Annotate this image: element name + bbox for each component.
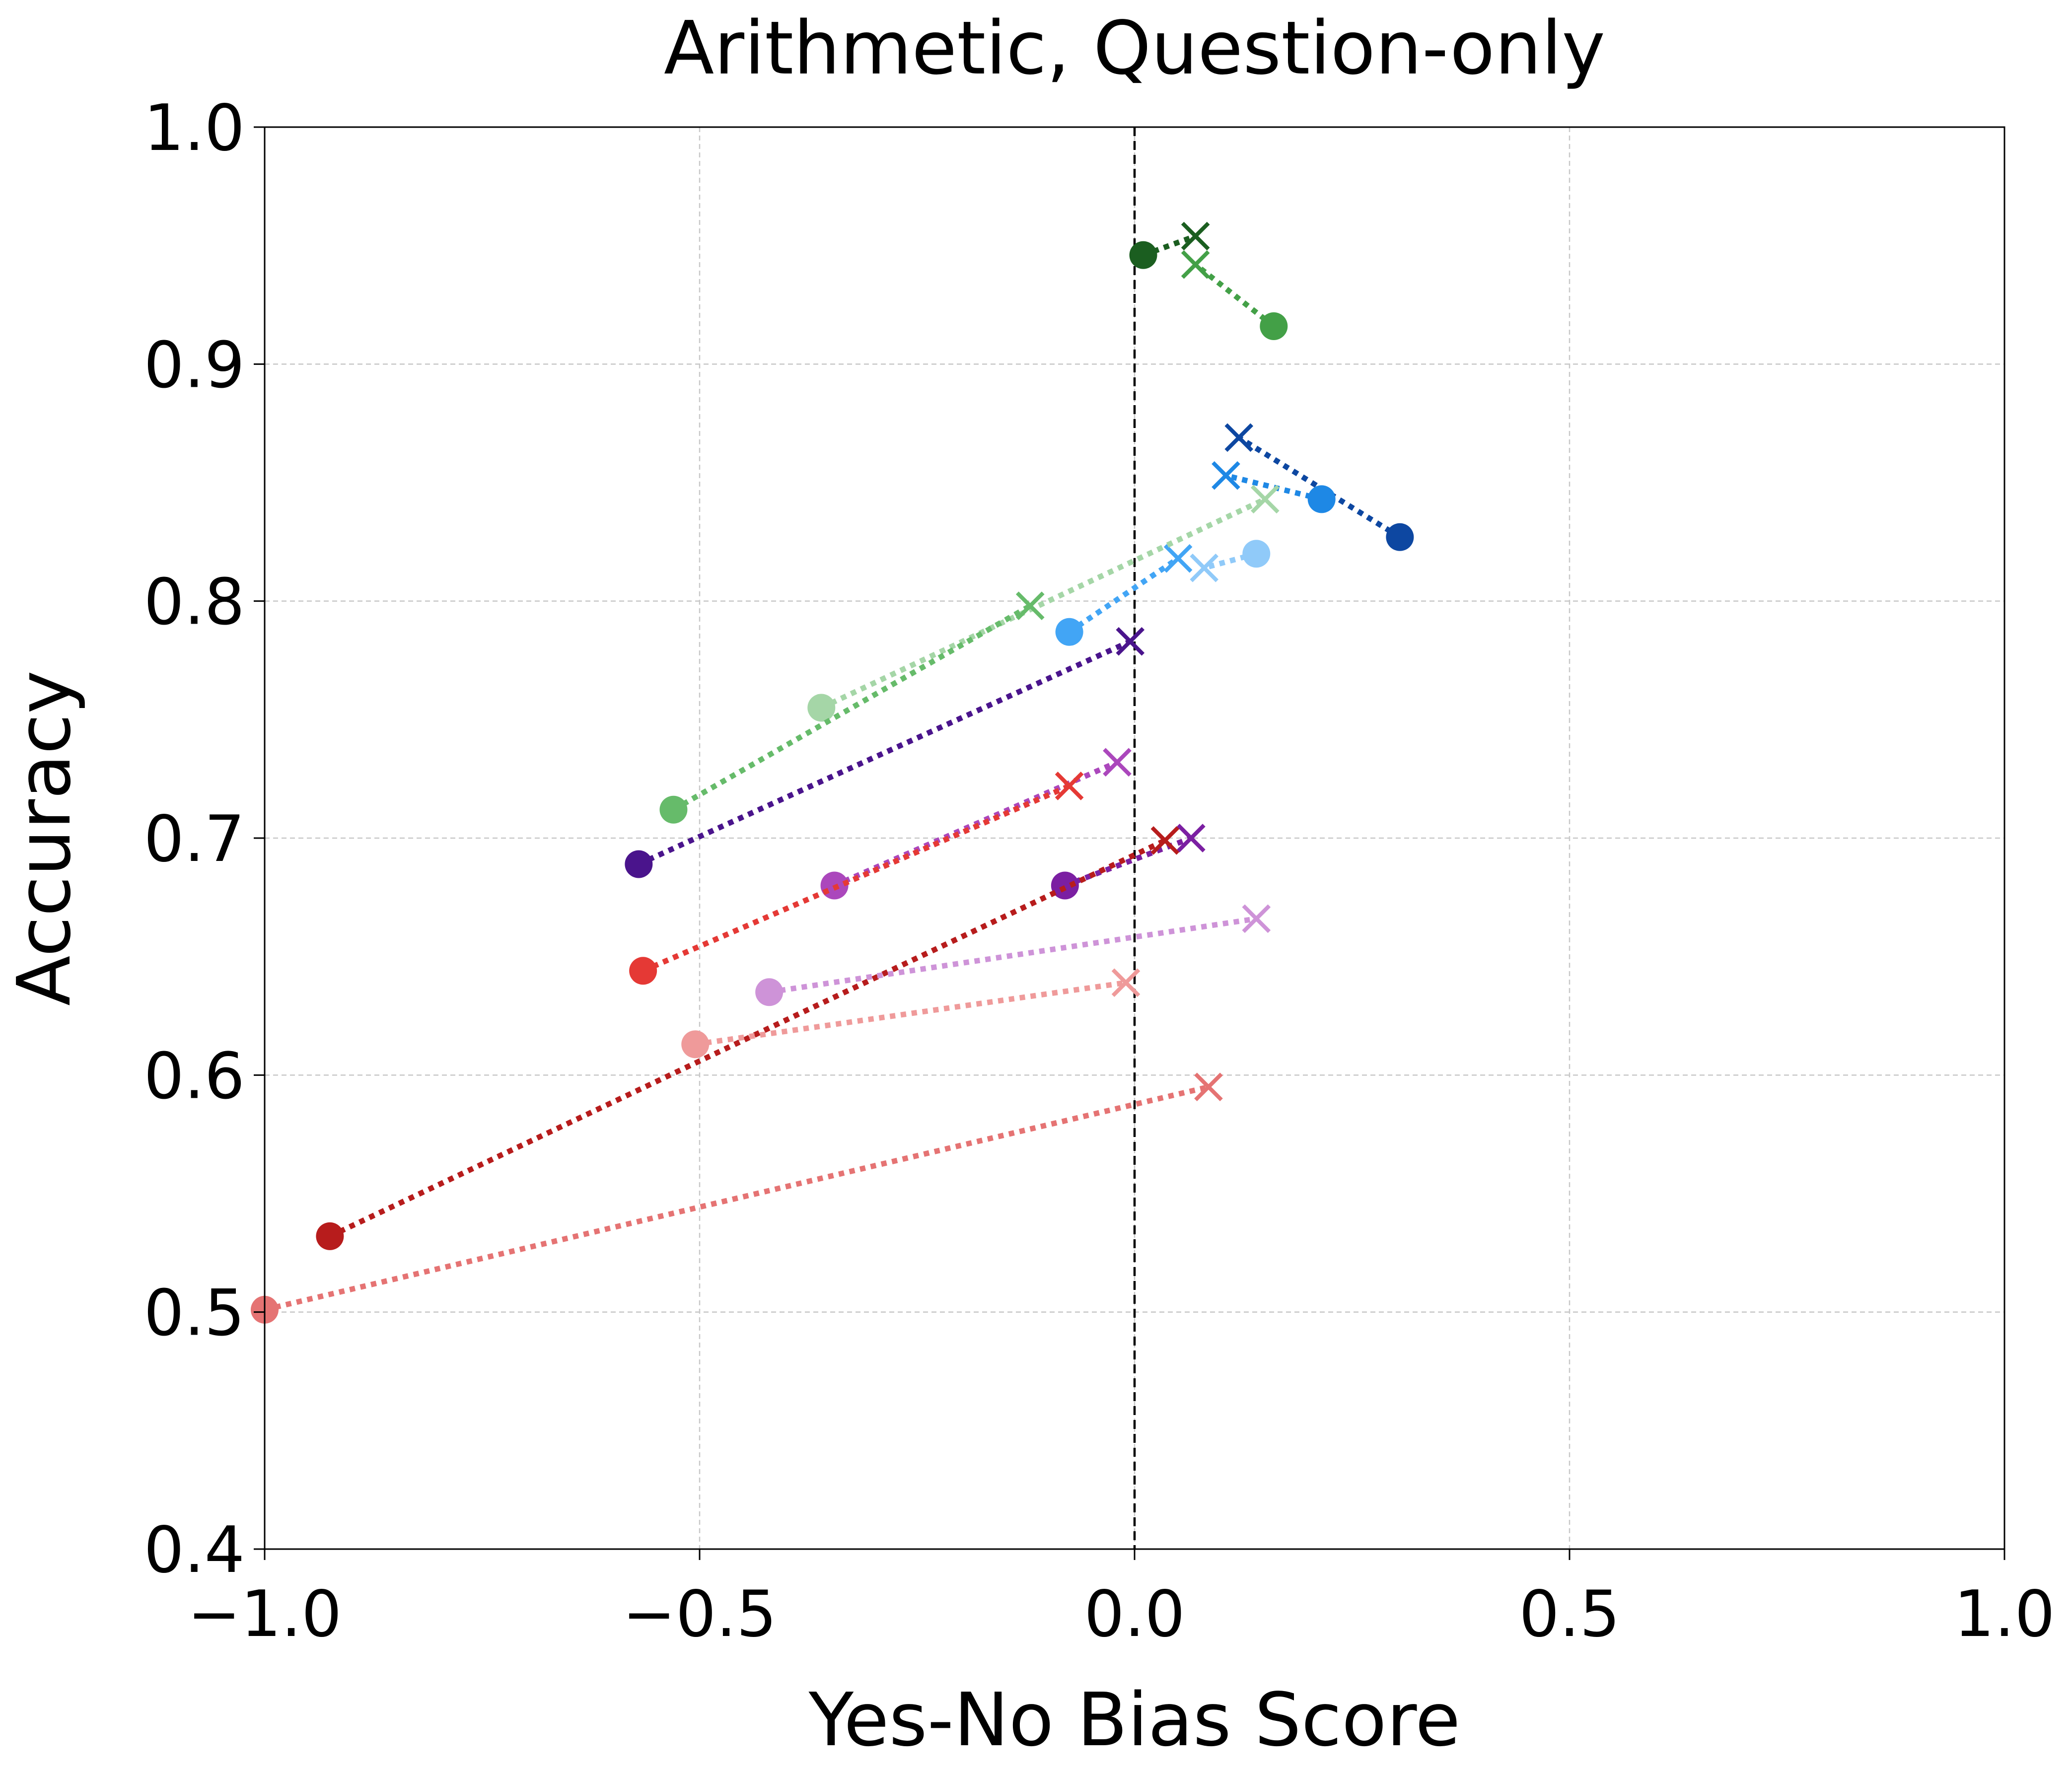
series-group (1055, 544, 1193, 646)
start-point-marker (316, 1222, 344, 1250)
start-point-marker (1129, 241, 1157, 269)
series-connector-line (1068, 556, 1180, 635)
end-point-marker-stroke (1242, 904, 1271, 933)
end-point-marker (1250, 485, 1280, 514)
start-point-marker (659, 795, 688, 824)
end-point-marker-stroke (1177, 824, 1206, 852)
data-series (251, 221, 1414, 1324)
end-point-marker (1015, 591, 1045, 621)
end-point-marker-stroke (1194, 1072, 1223, 1102)
end-point-marker (1194, 1072, 1223, 1102)
series-group (1181, 250, 1288, 340)
start-point-marker (1051, 871, 1079, 900)
y-axis-ticks: 0.4 0.5 0.6 0.7 0.8 0.9 1.0 (143, 91, 265, 1587)
series-group (681, 968, 1141, 1059)
series-group (807, 485, 1280, 722)
x-tick-label: 0.0 (1084, 1577, 1185, 1651)
series-connector-line (820, 497, 1267, 710)
end-point-marker (1212, 461, 1240, 490)
end-point-marker-stroke (1111, 968, 1141, 997)
end-point-marker-stroke (1055, 772, 1084, 800)
start-point-marker (1260, 312, 1288, 340)
end-point-marker-stroke (1250, 485, 1280, 514)
end-point-marker (1181, 250, 1210, 279)
end-point-marker (1190, 554, 1218, 582)
end-point-marker-stroke (1103, 748, 1132, 777)
end-point-marker-stroke (1116, 627, 1145, 656)
series-group (1212, 461, 1336, 513)
x-tick-label: −0.5 (623, 1577, 777, 1651)
start-point-marker (1242, 540, 1271, 568)
end-point-marker-stroke (1190, 554, 1218, 582)
end-point-marker (1103, 748, 1132, 777)
series-group (316, 826, 1180, 1250)
series-connector-line (642, 783, 1071, 974)
series-connector-line (672, 603, 1032, 812)
start-point-marker (1307, 485, 1336, 513)
series-group (1190, 540, 1271, 582)
y-tick-label: 0.9 (143, 328, 245, 402)
end-point-marker (1116, 627, 1145, 656)
end-point-marker-stroke (1212, 461, 1240, 490)
y-axis-label: Accuracy (1, 670, 87, 1006)
x-axis-ticks: −1.0 −0.5 0.0 0.5 1.0 (188, 1549, 2055, 1651)
end-point-marker (1055, 772, 1084, 800)
chart-title: Arithmetic, Question-only (664, 5, 1605, 91)
y-tick-label: 0.5 (143, 1277, 245, 1350)
x-tick-label: 1.0 (1954, 1577, 2055, 1651)
series-connector-line (1142, 233, 1197, 258)
start-point-marker (807, 694, 836, 722)
start-point-marker (1055, 618, 1083, 646)
y-tick-label: 0.8 (143, 566, 245, 639)
y-tick-label: 1.0 (143, 91, 245, 165)
end-point-marker (1224, 423, 1254, 452)
start-point-marker (625, 850, 653, 878)
y-tick-label: 0.4 (143, 1513, 245, 1587)
series-connector-line (695, 980, 1127, 1047)
series-connector-line (329, 838, 1166, 1239)
series-group (625, 627, 1145, 878)
series-group (1224, 423, 1414, 551)
end-point-marker (1177, 824, 1206, 852)
start-point-marker (1386, 523, 1414, 551)
series-connector-line (638, 639, 1132, 867)
end-point-marker (1163, 544, 1193, 573)
end-point-marker (1242, 904, 1271, 933)
series-group (629, 772, 1084, 985)
start-point-marker (755, 978, 784, 1006)
end-point-marker (1150, 826, 1180, 855)
x-tick-label: −1.0 (188, 1577, 342, 1651)
series-connector-line (1203, 551, 1257, 571)
end-point-marker-stroke (1163, 544, 1193, 573)
series-group (1129, 221, 1210, 269)
y-tick-label: 0.7 (143, 802, 245, 876)
end-point-marker-stroke (1015, 591, 1045, 621)
series-connector-line (1237, 435, 1402, 540)
end-point-marker (1111, 968, 1141, 997)
end-point-marker (1181, 221, 1210, 251)
y-tick-label: 0.6 (143, 1039, 245, 1113)
end-point-marker-stroke (1181, 221, 1210, 251)
series-group (755, 904, 1271, 1006)
start-point-marker (629, 957, 657, 985)
end-point-marker-stroke (1224, 423, 1254, 452)
series-connector-line (264, 1084, 1210, 1313)
start-point-marker (681, 1030, 710, 1059)
x-tick-label: 0.5 (1519, 1577, 1620, 1651)
end-point-marker-stroke (1150, 826, 1180, 855)
end-point-marker-stroke (1181, 250, 1210, 279)
series-group (659, 591, 1045, 824)
x-axis-label: Yes-No Bias Score (808, 1677, 1461, 1763)
